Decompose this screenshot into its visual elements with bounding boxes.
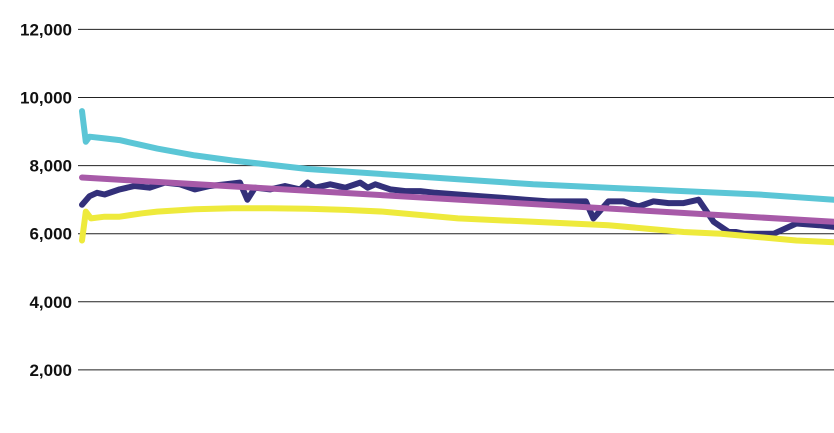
y-tick-label: 12,000 — [20, 20, 72, 39]
y-axis-tick-labels: 2,000 4,000 6,000 8,000 10,000 12,000 — [20, 20, 72, 380]
series-lines — [79, 108, 834, 246]
gridlines — [78, 28, 834, 371]
series-line-1 — [79, 108, 834, 203]
series-line-4 — [79, 205, 834, 246]
series-line-2 — [79, 179, 834, 237]
y-tick-label: 10,000 — [20, 89, 72, 108]
y-tick-label: 8,000 — [29, 157, 72, 176]
y-tick-label: 4,000 — [29, 293, 72, 312]
series-line-3 — [79, 174, 834, 225]
y-tick-label: 6,000 — [29, 225, 72, 244]
y-tick-label: 2,000 — [29, 361, 72, 380]
